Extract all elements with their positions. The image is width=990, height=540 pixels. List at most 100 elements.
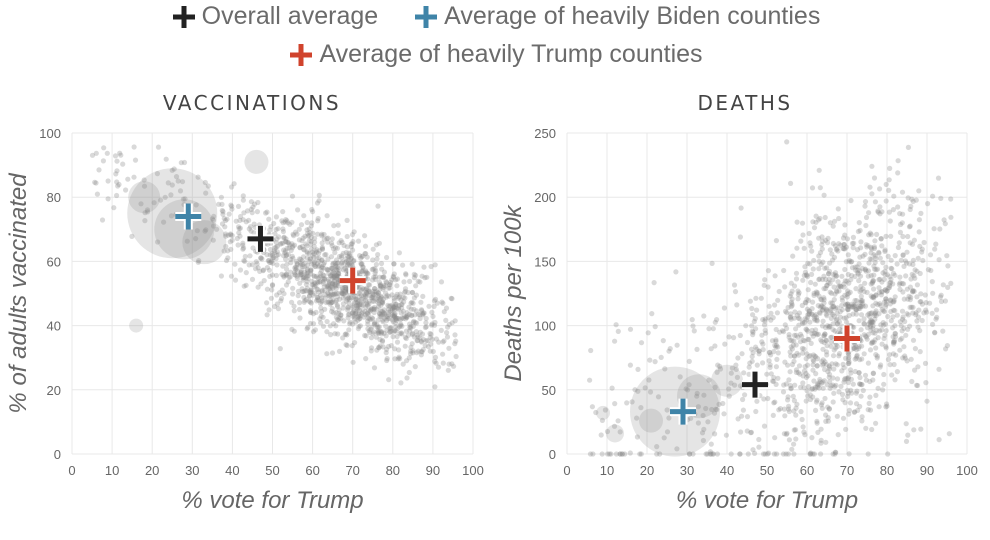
county-point <box>853 286 859 292</box>
county-point <box>890 314 896 320</box>
county-point <box>930 290 936 296</box>
county-point <box>866 210 872 216</box>
county-point <box>370 295 376 301</box>
county-point <box>379 274 385 280</box>
county-point <box>400 361 406 367</box>
county-point <box>883 181 889 187</box>
county-point <box>436 339 442 345</box>
county-point <box>418 352 424 358</box>
county-point <box>799 319 806 325</box>
county-point <box>905 312 912 318</box>
county-point <box>752 450 758 456</box>
county-point <box>365 289 372 295</box>
county-point <box>606 451 613 457</box>
county-point <box>446 361 452 367</box>
county-point <box>275 306 281 312</box>
county-point <box>811 257 817 264</box>
county-point <box>264 286 270 292</box>
county-point <box>822 331 828 337</box>
county-point <box>929 279 935 285</box>
county-point <box>331 273 337 279</box>
county-point <box>823 418 829 424</box>
county-point <box>839 295 845 301</box>
county-point <box>892 323 898 329</box>
county-point <box>842 232 848 238</box>
county-point <box>393 277 399 283</box>
county-point <box>336 253 343 260</box>
county-point <box>867 407 874 413</box>
county-point <box>399 331 405 337</box>
county-point <box>845 350 851 356</box>
county-point <box>815 356 821 362</box>
county-point <box>349 261 355 267</box>
county-point <box>381 283 387 289</box>
county-point <box>772 342 778 348</box>
county-point <box>774 356 780 362</box>
county-point <box>818 451 824 457</box>
county-point <box>403 314 409 320</box>
county-point <box>379 337 386 343</box>
county-point <box>376 345 382 351</box>
county-point <box>905 233 911 240</box>
county-point <box>789 346 796 352</box>
county-point <box>845 303 851 309</box>
county-point <box>830 353 837 359</box>
county-point <box>739 413 745 419</box>
county-point <box>830 223 836 229</box>
county-point <box>883 233 889 239</box>
county-point <box>948 214 954 220</box>
county-point <box>380 319 386 325</box>
county-point <box>646 377 652 383</box>
county-point <box>359 310 365 316</box>
county-point <box>870 319 876 325</box>
county-point <box>694 390 700 396</box>
county-point <box>357 294 363 300</box>
county-point <box>350 313 356 319</box>
county-point <box>409 261 415 267</box>
county-point <box>391 305 397 311</box>
county-point <box>902 318 908 325</box>
county-point <box>772 302 778 308</box>
county-point <box>827 379 833 385</box>
county-point <box>386 285 392 291</box>
county-point <box>805 336 811 342</box>
county-point <box>619 451 626 457</box>
county-point <box>849 304 855 310</box>
county-point <box>866 311 872 317</box>
county-point <box>854 298 860 304</box>
county-point <box>695 420 702 426</box>
county-point <box>687 451 693 457</box>
county-point <box>832 449 839 455</box>
county-point <box>865 321 872 327</box>
county-point <box>753 326 759 332</box>
county-point <box>793 270 800 276</box>
county-point <box>324 351 330 357</box>
county-point <box>339 291 345 297</box>
county-point <box>415 348 421 354</box>
county-point <box>771 375 777 381</box>
county-point <box>773 342 780 348</box>
county-point <box>889 372 895 378</box>
county-point <box>910 310 916 316</box>
county-point <box>445 367 451 373</box>
county-point <box>284 261 290 267</box>
county-point <box>255 199 261 206</box>
county-point <box>818 337 824 343</box>
county-point <box>809 327 815 333</box>
county-point <box>314 255 320 261</box>
county-point <box>903 260 910 266</box>
county-point <box>361 293 367 299</box>
county-point <box>295 207 301 213</box>
county-point <box>96 167 102 173</box>
county-point <box>304 219 310 226</box>
county-point <box>857 357 863 363</box>
county-point <box>749 305 755 312</box>
county-point <box>827 385 833 391</box>
county-point <box>237 217 243 223</box>
county-point <box>834 321 840 327</box>
y-tick-label: 20 <box>47 383 61 398</box>
county-point <box>294 265 300 271</box>
county-point <box>862 372 869 378</box>
county-point <box>892 330 898 336</box>
county-point <box>814 291 820 297</box>
